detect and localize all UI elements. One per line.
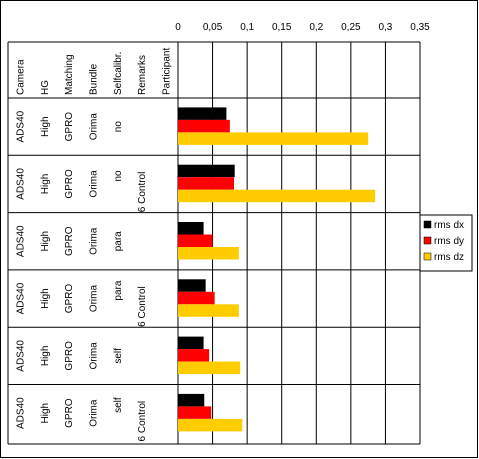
bar-rms-dx xyxy=(178,336,204,350)
table-cell: Orima xyxy=(89,227,100,255)
x-tick-label: 0 xyxy=(175,22,181,33)
table-cell: ADS40 xyxy=(16,282,27,314)
table-cell: Orima xyxy=(89,399,100,427)
bar-rms-dy xyxy=(178,349,210,362)
table-cell: 6 Control xyxy=(137,401,148,442)
row-header: Participant xyxy=(161,48,172,95)
x-tick-label: 0,3 xyxy=(378,22,392,33)
table-cell: GPRO xyxy=(64,226,75,256)
legend-label: rms dy xyxy=(434,236,464,247)
bar-rms-dz xyxy=(178,418,243,432)
table-cell: High xyxy=(40,174,51,195)
legend-swatch xyxy=(423,236,432,245)
table-cell: ADS40 xyxy=(16,110,27,142)
bar-rms-dx xyxy=(178,222,204,235)
bar-rms-dz xyxy=(178,361,241,375)
table-cell: ADS40 xyxy=(16,397,27,429)
legend-swatch xyxy=(423,252,432,261)
table-cell: High xyxy=(40,116,51,137)
table-cell: High xyxy=(40,346,51,367)
bar-rms-dx xyxy=(178,164,235,178)
table-cell: GPRO xyxy=(64,112,75,142)
table-cell: para xyxy=(113,231,124,251)
bar-rms-dz xyxy=(178,247,239,260)
bar-rms-dx xyxy=(178,393,205,407)
row-header: Camera xyxy=(16,59,27,95)
row-header: Selfcalibr. xyxy=(113,52,124,95)
bar-rms-dz xyxy=(178,304,239,317)
table-cell: para xyxy=(113,280,124,300)
table-cell: Orima xyxy=(89,342,100,370)
axis-layer: 0 0,05 0,1 0,15 0,2 0,25 0,3 0,35 xyxy=(175,22,430,33)
legend: rms dx rms dy rms dz xyxy=(419,214,473,272)
x-tick-label: 0,35 xyxy=(410,22,430,33)
legend-label: rms dz xyxy=(434,252,464,263)
bar-rms-dx xyxy=(178,279,206,292)
table-cell: GPRO xyxy=(64,284,75,314)
table-cell: High xyxy=(40,231,51,252)
bar-rms-dy xyxy=(178,177,235,190)
row-header: Remarks xyxy=(137,55,148,95)
row-header: HG xyxy=(40,80,51,95)
table-cell: 6 Control xyxy=(137,286,148,327)
legend-label: rms dx xyxy=(434,220,464,231)
table-cell: High xyxy=(40,288,51,309)
table-cell: Orima xyxy=(89,285,100,313)
bar-rms-dz xyxy=(178,189,376,203)
bar-rms-dy xyxy=(178,291,215,305)
x-tick-label: 0,15 xyxy=(272,22,292,33)
table-cell: no xyxy=(113,170,124,182)
table-cell: GPRO xyxy=(64,169,75,199)
table-cell: ADS40 xyxy=(16,168,27,200)
bars-layer xyxy=(178,107,376,432)
bar-rms-dy xyxy=(178,119,230,133)
x-tick-label: 0,1 xyxy=(240,22,254,33)
x-tick-label: 0,2 xyxy=(309,22,323,33)
table-cell: GPRO xyxy=(64,341,75,371)
bar-rms-dy xyxy=(178,234,213,247)
x-tick-label: 0,05 xyxy=(203,22,223,33)
bar-rms-dx xyxy=(178,107,227,120)
table-cell: High xyxy=(40,403,51,424)
bar-rms-dy xyxy=(178,406,212,419)
row-header: Bundle xyxy=(89,63,100,95)
bar-rms-dz xyxy=(178,132,369,145)
table-cell: 6 Control xyxy=(137,172,148,213)
table-cell: self xyxy=(113,348,124,364)
table-cell: ADS40 xyxy=(16,225,27,257)
table-cell: Orima xyxy=(89,113,100,141)
table-cell: GPRO xyxy=(64,398,75,428)
row-header: Matching xyxy=(64,54,75,95)
table-cell: Orima xyxy=(89,170,100,198)
table-cell: no xyxy=(113,121,124,133)
x-tick-label: 0,25 xyxy=(341,22,361,33)
legend-swatch xyxy=(423,220,432,229)
table-cell: ADS40 xyxy=(16,340,27,372)
table-cell: self xyxy=(113,397,124,413)
